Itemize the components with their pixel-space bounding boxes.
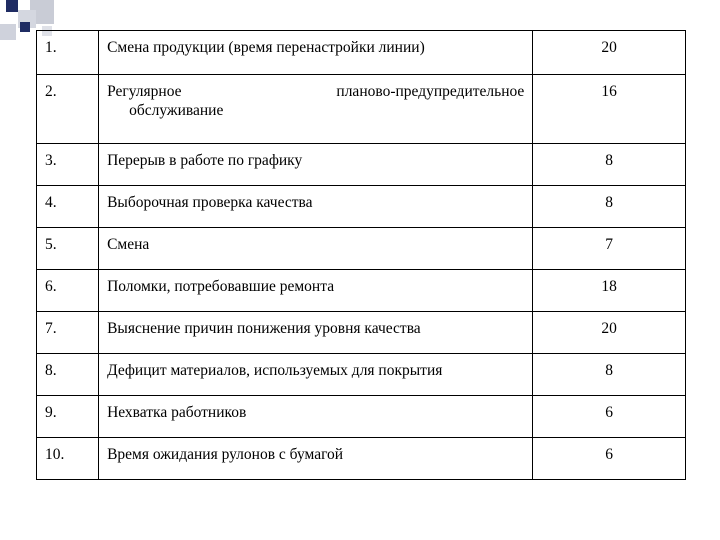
decor-square bbox=[6, 0, 18, 12]
row-number: 6. bbox=[35, 269, 100, 312]
row-value: 6 bbox=[532, 395, 686, 438]
table-body: 1. Смена продукции (время перенастройки … bbox=[35, 30, 686, 480]
decor-square bbox=[20, 22, 30, 32]
row-description: Дефицит материалов, используемых для пок… bbox=[98, 353, 534, 396]
table-row: 9. Нехватка работников 6 bbox=[35, 395, 686, 438]
row-value: 7 bbox=[532, 227, 686, 270]
row-description: Нехватка работников bbox=[98, 395, 534, 438]
row-description: Выяснение причин понижения уровня качест… bbox=[98, 311, 534, 354]
row-value: 18 bbox=[532, 269, 686, 312]
row-number: 9. bbox=[35, 395, 100, 438]
row-description: Смена продукции (время перенастройки лин… bbox=[98, 30, 534, 75]
row-description: Смена bbox=[98, 227, 534, 270]
table-row: 4. Выборочная проверка качества 8 bbox=[35, 185, 686, 228]
description-line: обслуживание bbox=[129, 101, 224, 119]
row-description: Выборочная проверка качества bbox=[98, 185, 534, 228]
row-number: 10. bbox=[35, 437, 100, 480]
row-value: 20 bbox=[532, 30, 686, 75]
table-row: 7. Выяснение причин понижения уровня кач… bbox=[35, 311, 686, 354]
row-number: 8. bbox=[35, 353, 100, 396]
row-number: 7. bbox=[35, 311, 100, 354]
row-number: 2. bbox=[35, 74, 100, 144]
row-value: 6 bbox=[532, 437, 686, 480]
downtime-table: 1. Смена продукции (время перенастройки … bbox=[35, 30, 686, 480]
description-word: планово-предупредительное bbox=[336, 83, 525, 100]
row-description: Поломки, потребовавшие ремонта bbox=[98, 269, 534, 312]
table-row: 5. Смена 7 bbox=[35, 227, 686, 270]
table-row: 3. Перерыв в работе по графику 8 bbox=[35, 143, 686, 186]
table-row: 8. Дефицит материалов, используемых для … bbox=[35, 353, 686, 396]
table-row: 10. Время ожидания рулонов с бумагой 6 bbox=[35, 437, 686, 480]
table-row: 6. Поломки, потребовавшие ремонта 18 bbox=[35, 269, 686, 312]
row-description: Перерыв в работе по графику bbox=[98, 143, 534, 186]
row-description: Время ожидания рулонов с бумагой bbox=[98, 437, 534, 480]
description-line: Регулярное планово-предупредительное bbox=[107, 83, 524, 102]
row-number: 1. bbox=[35, 30, 100, 75]
row-number: 3. bbox=[35, 143, 100, 186]
row-value: 16 bbox=[532, 74, 686, 144]
row-number: 5. bbox=[35, 227, 100, 270]
description-word: Регулярное bbox=[107, 83, 182, 100]
row-value: 20 bbox=[532, 311, 686, 354]
row-number: 4. bbox=[35, 185, 100, 228]
decor-square bbox=[0, 24, 16, 40]
row-value: 8 bbox=[532, 143, 686, 186]
table-row: 2. Регулярное планово-предупредительное … bbox=[35, 74, 686, 144]
row-value: 8 bbox=[532, 353, 686, 396]
table-row: 1. Смена продукции (время перенастройки … bbox=[35, 30, 686, 75]
row-description: Регулярное планово-предупредительное обс… bbox=[98, 74, 534, 144]
row-value: 8 bbox=[532, 185, 686, 228]
